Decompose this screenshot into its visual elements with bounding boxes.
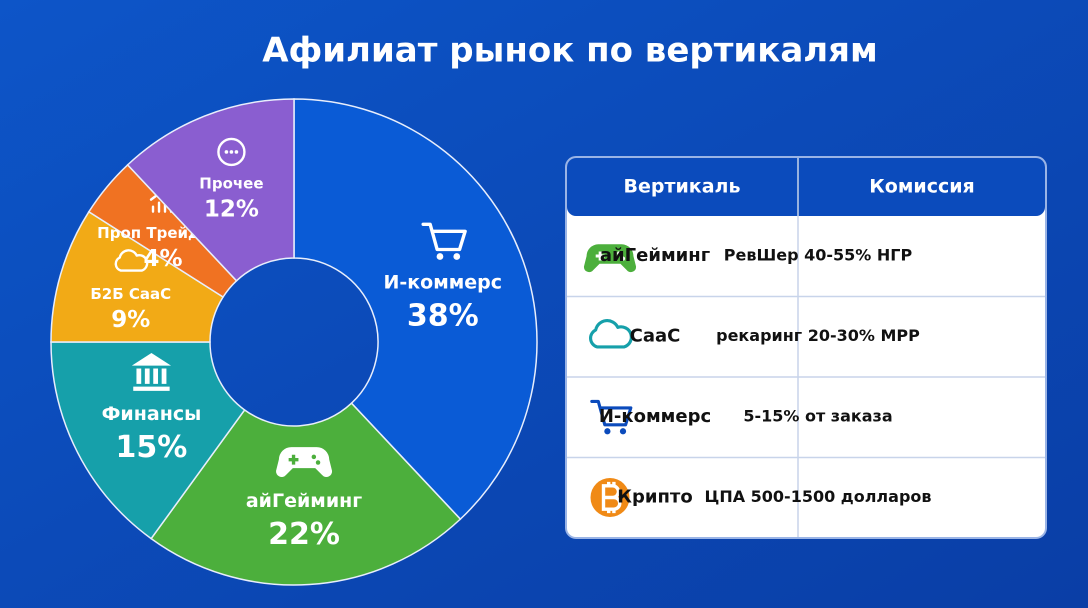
slice-value-label: 4% xyxy=(143,246,182,272)
icon-part xyxy=(619,428,627,435)
slice-value-label: 38% xyxy=(407,299,479,334)
icon-part xyxy=(604,428,611,435)
slice-value-label: 15% xyxy=(116,430,188,465)
icon-part xyxy=(601,481,622,514)
slice-label: И-коммерс xyxy=(383,272,502,294)
pie-slice xyxy=(293,98,538,521)
vertical-name: И-коммерс xyxy=(599,406,711,427)
icon xyxy=(583,244,637,273)
slice-value-label: 12% xyxy=(204,196,259,222)
commission: РевШер 40-55% НГР xyxy=(724,246,913,265)
icon-part xyxy=(288,454,299,465)
vertical-name: айГейминг xyxy=(600,245,710,266)
chart-title: Афилиат рынок по вертикалям xyxy=(262,31,878,71)
commission: рекаринг 20-30% МРР xyxy=(716,326,920,345)
vertical-name: СааС xyxy=(630,326,681,347)
slice-value-label: 9% xyxy=(111,307,150,333)
icon-part xyxy=(315,460,321,465)
icon-part xyxy=(114,249,149,272)
commission-table: Вертикаль Комиссия айГейминг РевШер 40-55% … xyxy=(565,156,1047,539)
icon-part xyxy=(229,150,234,154)
pie-slice xyxy=(126,98,295,282)
table-frame xyxy=(565,156,1047,539)
icon-part xyxy=(590,399,633,427)
icon-part xyxy=(136,368,167,384)
icon-part xyxy=(453,253,461,260)
icon-part xyxy=(234,150,239,154)
icon-part xyxy=(224,150,229,154)
slice-value-label: 22% xyxy=(268,517,340,552)
slice-label: Финансы xyxy=(102,403,202,425)
icon-part xyxy=(217,137,246,167)
icon-part xyxy=(583,244,637,273)
icon-part xyxy=(620,256,626,261)
icon xyxy=(590,478,630,517)
icon-part xyxy=(589,319,633,349)
pie-slice xyxy=(50,341,246,540)
icon-part xyxy=(595,251,605,261)
icon xyxy=(114,249,149,272)
table-header: Комиссия xyxy=(869,176,974,198)
vertical-name: Крипто xyxy=(617,487,692,508)
icon-part xyxy=(436,253,444,260)
slice-label: Прочее xyxy=(199,174,263,192)
icon-part xyxy=(421,222,467,252)
icon xyxy=(590,399,633,435)
commission: ЦПА 500-1500 долларов xyxy=(704,487,931,506)
icon xyxy=(421,222,467,260)
icon xyxy=(131,353,172,391)
pie-slice xyxy=(150,402,462,586)
icon xyxy=(217,137,246,167)
icon xyxy=(276,447,333,478)
table-header: Вертикаль xyxy=(624,176,741,198)
slice-label: айГейминг xyxy=(246,490,362,512)
icon-part xyxy=(276,447,333,478)
icon-part xyxy=(617,251,622,256)
icon-part xyxy=(131,353,172,391)
slice-label: Б2Б СааС xyxy=(90,285,171,303)
icon xyxy=(589,319,633,349)
table-header-bg xyxy=(567,158,1045,216)
donut-chart: И-коммерс 38% айГейминг 22% Финансы 15% Б2Б Са… xyxy=(50,98,538,586)
commission: 5-15% от заказа xyxy=(743,407,892,426)
icon-part xyxy=(311,454,317,460)
